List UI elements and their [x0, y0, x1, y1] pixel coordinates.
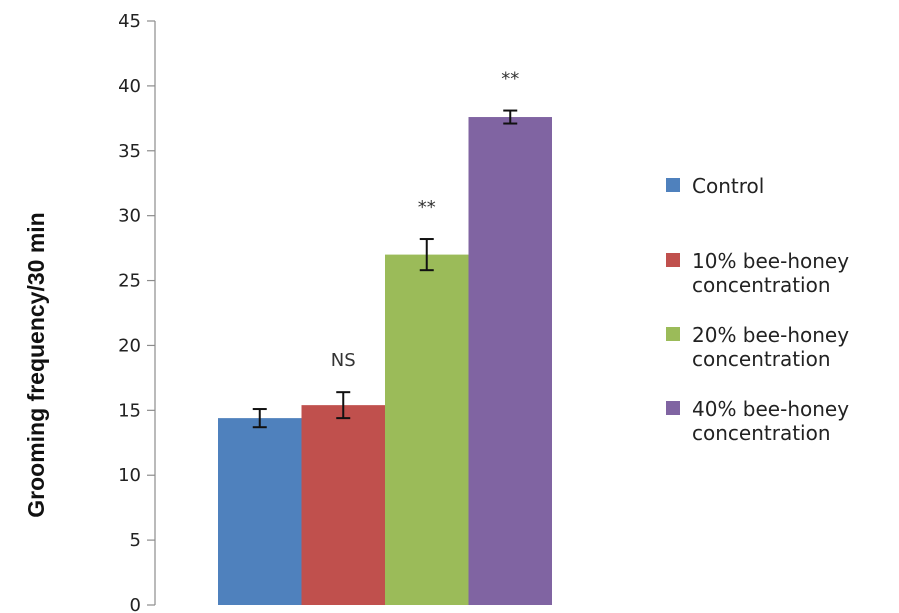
bar [468, 117, 552, 605]
legend-label: concentration [692, 273, 831, 297]
legend-swatch [666, 327, 680, 341]
y-tick-label: 35 [118, 141, 141, 162]
y-tick-label: 20 [118, 335, 141, 356]
legend-label: concentration [692, 347, 831, 371]
bars: NS ** ** [218, 69, 552, 605]
bar [218, 418, 302, 605]
error-bar [252, 408, 267, 429]
error-bar [419, 238, 434, 272]
legend-label: 20% bee-honey [692, 323, 849, 347]
legend-label: 10% bee-honey [692, 249, 849, 273]
legend-label: 40% bee-honey [692, 397, 849, 421]
legend-item: Control [666, 174, 764, 198]
y-axis: 0 5 10 15 20 25 30 35 40 45 [118, 11, 156, 613]
y-axis-title: Grooming frequency/30 min [23, 212, 49, 517]
legend-swatch [666, 178, 680, 192]
significance-label: ** [501, 69, 519, 90]
y-tick-label: 25 [118, 271, 141, 292]
legend-label: Control [692, 174, 764, 198]
y-tick-label: 30 [118, 206, 141, 227]
y-tick-label: 0 [130, 595, 141, 613]
y-tick-label: 15 [118, 400, 141, 421]
legend-swatch [666, 253, 680, 267]
bar [385, 254, 469, 605]
significance-label: ** [418, 197, 436, 218]
y-tick-label: 5 [130, 530, 141, 551]
y-tick-label: 40 [118, 76, 141, 97]
y-tick-label: 10 [118, 465, 141, 486]
error-bar [336, 391, 351, 420]
y-tick-label: 45 [118, 11, 141, 32]
bar [301, 405, 385, 605]
legend-swatch [666, 401, 680, 415]
legend-label: concentration [692, 421, 831, 445]
error-bar [503, 109, 518, 125]
significance-label: NS [331, 350, 356, 371]
